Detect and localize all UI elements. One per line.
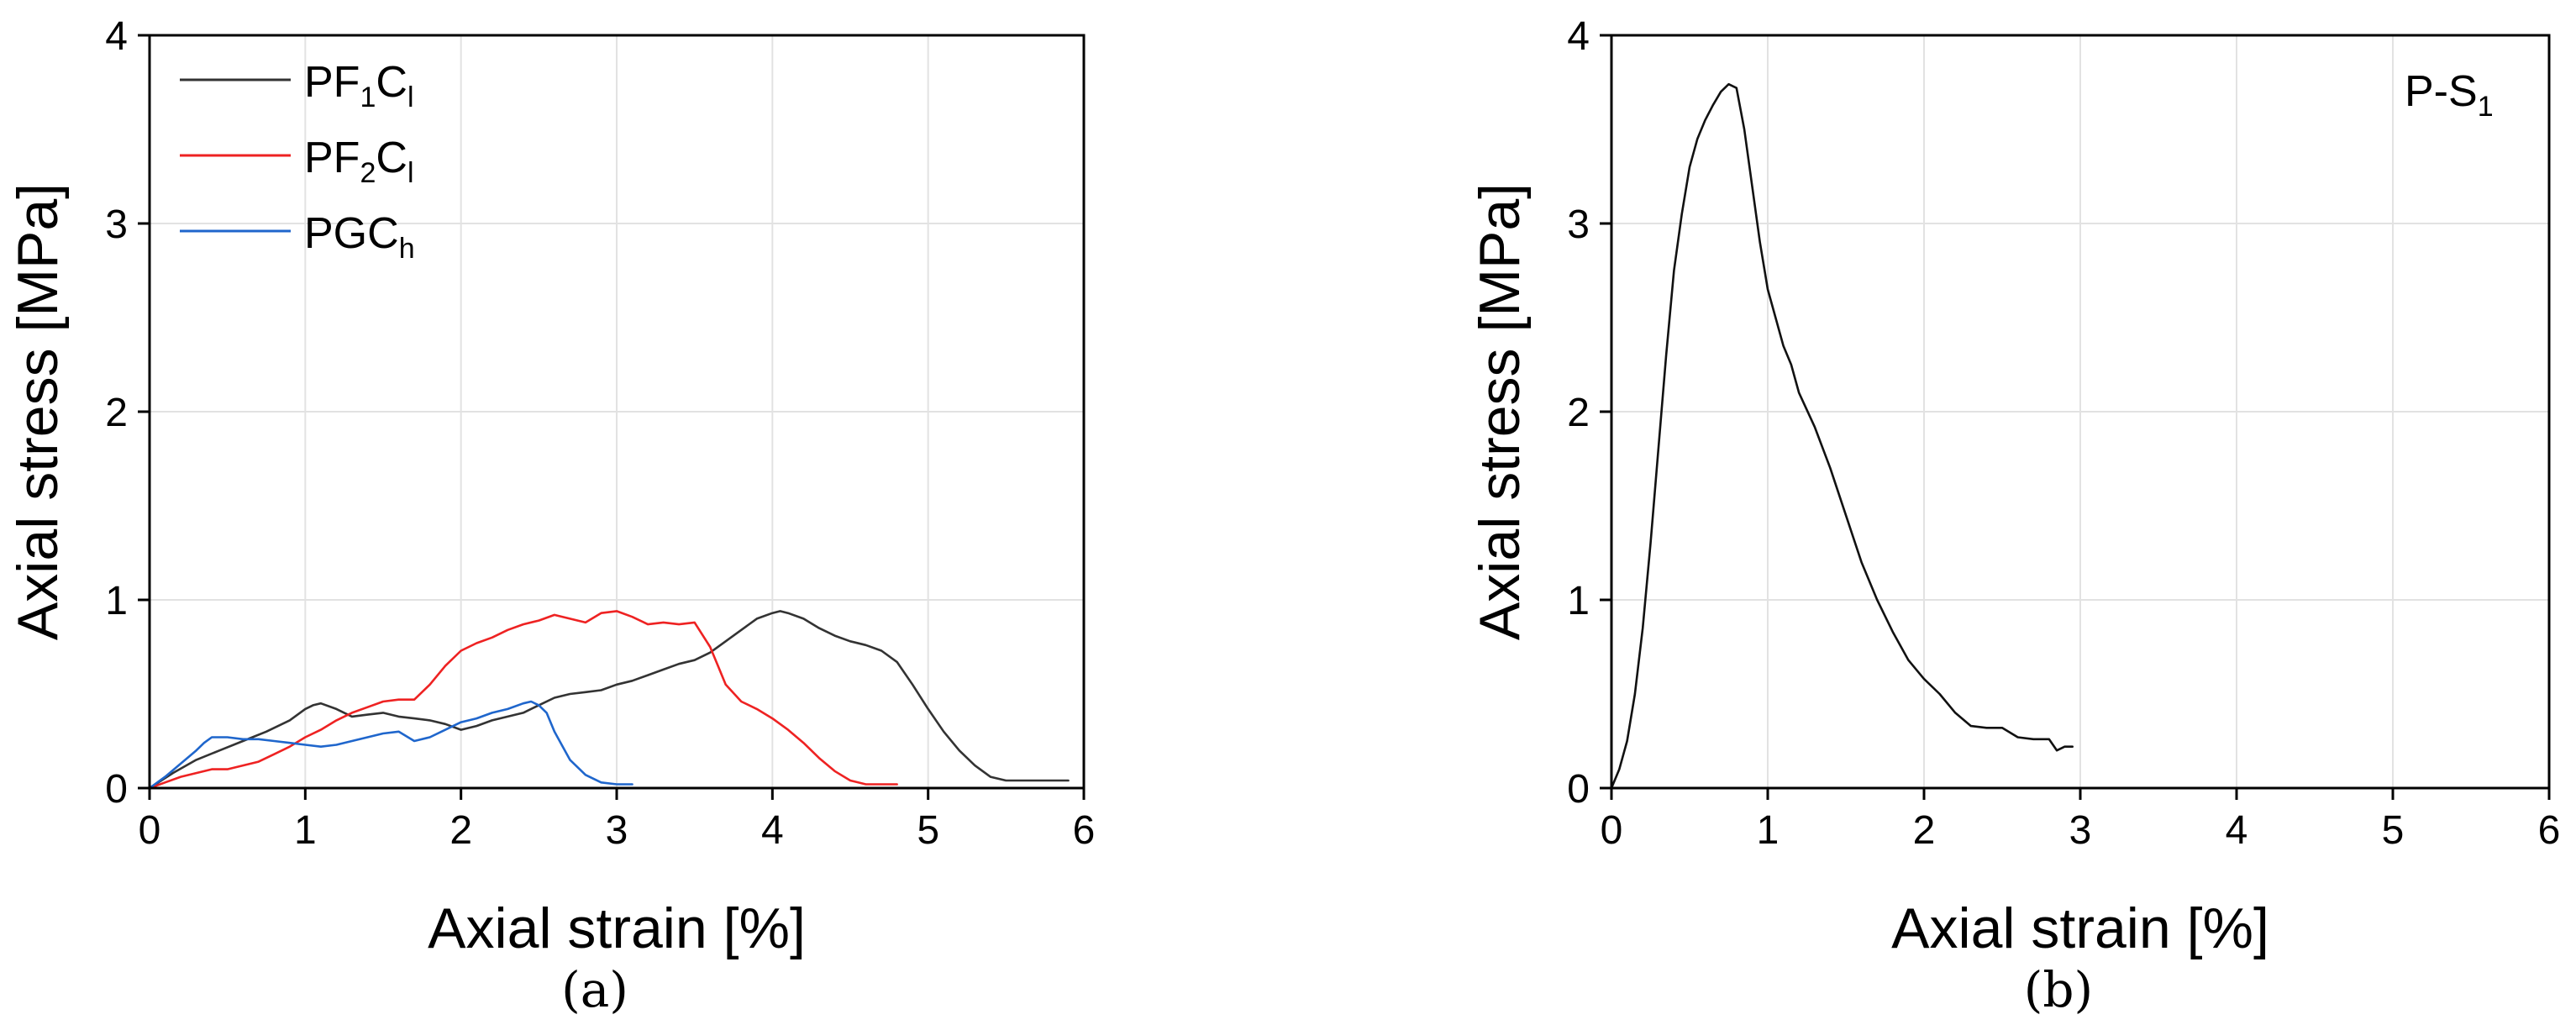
legend-label-subscript: h [399,233,415,265]
legend-label-subscript: 2 [360,157,376,189]
x-tick-label: 4 [761,808,784,853]
x-tick-label: 0 [139,808,161,853]
legend-label: PGCh [304,209,415,265]
y-tick-label: 0 [1567,767,1590,812]
legend-label-main: PGC [304,209,399,258]
y-axis-label: Axial stress [MPa] [6,183,70,640]
x-tick-label: 6 [2538,808,2561,853]
series-line-pgch [148,700,633,790]
series-line-pf2cl [148,610,898,790]
y-tick-label: 1 [1567,579,1590,623]
y-axis-label: Axial stress [MPa] [1468,183,1532,640]
x-tick-label: 2 [449,808,472,853]
chart-panel-b: 0 1 2 3 4 5 6 0 1 2 3 4 Axial strain [%] Axial stress… [1468,14,2560,1018]
x-axis-label: Axial strain [%] [428,896,806,960]
panel-caption: (a) [561,961,628,1018]
panel-caption: (b) [2024,961,2093,1018]
y-tick-label: 2 [1567,391,1590,435]
legend-label: PF1Cl [304,58,414,113]
series-line-pf1cl [148,610,1070,790]
legend-label-main: C [376,58,407,107]
y-tick-label: 3 [1567,202,1590,247]
x-tick-label: 3 [2069,808,2092,853]
x-tick-label: 5 [2382,808,2405,853]
x-tick-label: 5 [917,808,939,853]
x-tick-label: 6 [1073,808,1096,853]
legend-label-main: PF [304,58,360,107]
x-axis-label: Axial strain [%] [1891,896,2269,960]
y-tick-label: 0 [105,767,128,812]
legend-label-subscript: l [407,81,414,113]
y-tick-label: 3 [105,202,128,247]
annotation-subscript: 1 [2478,91,2494,123]
chart-panel-a: 0 1 2 3 4 5 6 0 1 2 3 4 Axial strain [%] Axial stress… [6,14,1095,1018]
x-tick-label: 2 [1913,808,1936,853]
legend-label-main: PF [304,134,360,182]
series-line-p-s1 [1610,82,2074,790]
y-tick-label: 2 [105,391,128,435]
legend-label: PF2Cl [304,134,414,189]
x-tick-label: 3 [606,808,628,853]
x-tick-label: 4 [2226,808,2248,853]
legend-label-subscript: 1 [360,81,376,113]
y-tick-label: 1 [105,579,128,623]
x-tick-label: 0 [1601,808,1623,853]
x-tick-label: 1 [1757,808,1780,853]
legend-label-main: C [376,134,407,182]
panel-annotation: P-S1 [2405,67,2494,123]
legend-label-subscript: l [407,157,414,189]
y-tick-label: 4 [1567,14,1590,59]
annotation-main: P-S [2405,67,2478,116]
x-tick-label: 1 [294,808,317,853]
y-tick-label: 4 [105,14,128,59]
